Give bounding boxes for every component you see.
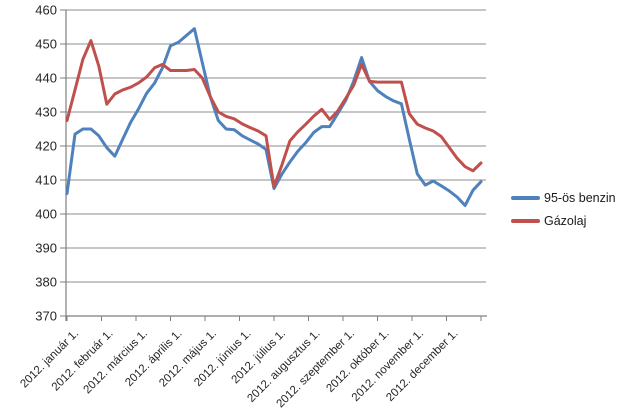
series-line-gazolaj — [65, 39, 483, 189]
x-axis-label: 2012. február 1. — [50, 328, 116, 394]
y-axis-label: 400 — [35, 207, 57, 222]
legend-item-benzin: 95-ös benzin — [511, 191, 616, 205]
legend: 95-ös benzin Gázolaj — [511, 191, 616, 237]
y-axis-label: 450 — [35, 37, 57, 52]
y-axis-label: 420 — [35, 139, 57, 154]
x-axis-label: 2012. október 1. — [324, 328, 391, 395]
y-axis-label: 410 — [35, 173, 57, 188]
gazolaj-line-swatch — [511, 219, 540, 223]
x-axis-label: 2012. január 1. — [18, 328, 81, 391]
legend-label-benzin: 95-ös benzin — [544, 191, 616, 205]
legend-item-gazolaj: Gázolaj — [511, 214, 616, 228]
x-axis-label: 2012. március 1. — [82, 328, 151, 397]
y-axis-label: 430 — [35, 105, 57, 120]
y-axis-label: 440 — [35, 71, 57, 86]
y-axis-label: 370 — [35, 309, 57, 324]
benzin-line-swatch — [511, 196, 540, 200]
legend-label-gazolaj: Gázolaj — [544, 214, 587, 228]
series-line-benzin — [65, 27, 483, 207]
y-axis-label: 390 — [35, 241, 57, 256]
y-axis-label: 460 — [35, 3, 57, 18]
y-axis-label: 380 — [35, 275, 57, 290]
